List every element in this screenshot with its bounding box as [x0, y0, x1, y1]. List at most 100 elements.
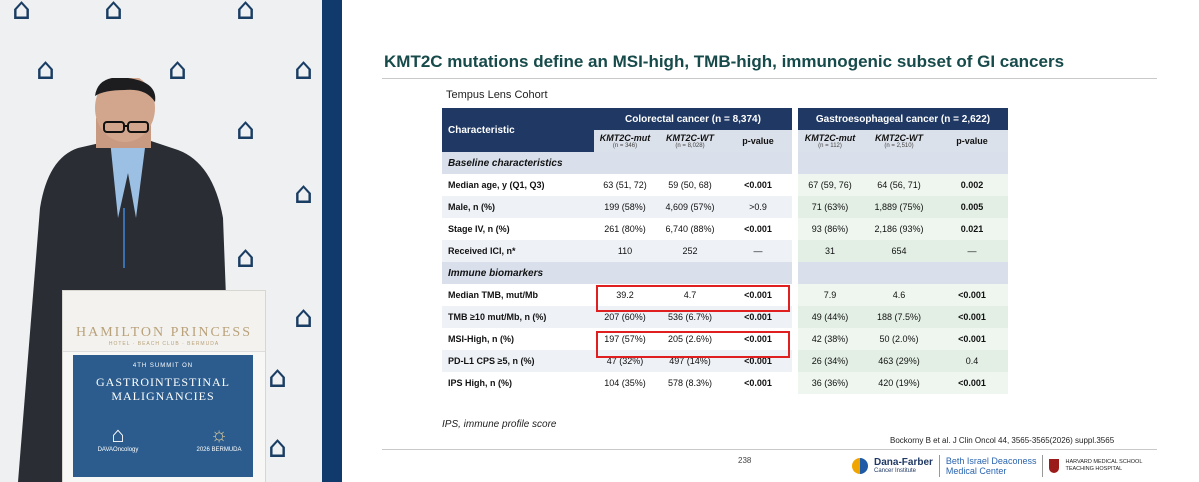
table-cell: 2,186 (93%)	[862, 218, 936, 240]
bermuda-sun-icon: ☼	[209, 424, 229, 446]
characteristic-header: Characteristic	[442, 108, 594, 152]
speaker-video-panel: ⌂ ⌂ ⌂ ⌂ ⌂ ⌂ ⌂ ⌂ ⌂ ⌂ ⌂ ⌂ ⌂ HAMILTON PRINC…	[0, 0, 322, 482]
group-header-colorectal: Colorectal cancer (n = 8,374)	[594, 108, 792, 130]
section-row: Immune biomarkers	[442, 262, 1008, 284]
backdrop-logo-icon: ⌂	[236, 240, 256, 275]
bermuda-logo: ☼ 2026 BERMUDA	[191, 423, 247, 473]
table-cell: 63 (51, 72)	[603, 180, 647, 190]
table-cell: 49 (44%)	[798, 306, 862, 328]
summit-title-line-2: MALIGNANCIES	[111, 389, 215, 403]
title-divider	[382, 78, 1157, 79]
podium: HAMILTON PRINCESS HOTEL · BEACH CLUB · B…	[62, 290, 266, 482]
table-cell: 50 (2.0%)	[862, 328, 936, 350]
p-value-cell: 0.002	[936, 174, 1008, 196]
backdrop-logo-icon: ⌂	[268, 430, 288, 465]
p-value-cell: <0.001	[744, 378, 772, 388]
summit-title-line-1: GASTROINTESTINAL	[96, 375, 230, 389]
table-cell: 199 (58%)	[594, 196, 656, 218]
table-cell: 4,609 (57%)	[656, 196, 724, 218]
backdrop-logo-icon: ⌂	[36, 52, 56, 87]
summit-banner: 4TH SUMMIT ON GASTROINTESTINAL MALIGNANC…	[73, 355, 253, 477]
dava-logo: ⌂ DAVAOncology	[91, 423, 145, 473]
section-label-baseline: Baseline characteristics	[442, 152, 792, 174]
backdrop-logo-icon: ⌂	[236, 0, 256, 27]
table-cell: 59 (50, 68)	[668, 180, 712, 190]
slide-title: KMT2C mutations define an MSI-high, TMB-…	[384, 52, 1065, 71]
p-value-cell: —	[936, 240, 1008, 262]
table-cell: 71 (63%)	[798, 196, 862, 218]
section-row: Baseline characteristics	[442, 152, 1008, 174]
row-label: Median age, y (Q1, Q3)	[448, 180, 545, 190]
highlight-box-msi	[596, 331, 790, 358]
bidmc-logo: Beth Israel Deaconess Medical Center	[945, 456, 1037, 476]
presentation-slide: KMT2C mutations define an MSI-high, TMB-…	[342, 0, 1199, 482]
p-value-cell: <0.001	[744, 224, 772, 234]
table-row: PD-L1 CPS ≥5, n (%) 47 (32%) 497 (14%) <0.0…	[442, 350, 1008, 372]
backdrop-logo-icon: ⌂	[294, 52, 314, 87]
table-row: Received ICI, n* 110 252—31 654—	[442, 240, 1008, 262]
column-header: KMT2C-mut (n = 346)	[594, 130, 656, 152]
footnote: IPS, immune profile score	[442, 419, 557, 430]
table-cell: 110	[594, 240, 656, 262]
table-cell: 197 (57%)	[604, 334, 646, 344]
group-header-gastroesophageal: Gastroesophageal cancer (n = 2,622)	[798, 108, 1008, 130]
backdrop-logo-icon: ⌂	[236, 112, 256, 147]
p-value-cell: <0.001	[936, 328, 1008, 350]
row-label: Male, n (%)	[442, 196, 594, 218]
table-cell: 67 (59, 76)	[798, 174, 862, 196]
table-cell: 47 (32%)	[594, 350, 656, 372]
footer-divider	[382, 449, 1157, 450]
table-row: Male, n (%) 199 (58%) 4,609 (57%) >0.9 71 (6…	[442, 196, 1008, 218]
table-column-header: KMT2C-mut (n = 346) KMT2C-WT (n = 8,028) p…	[442, 130, 1008, 152]
dana-farber-logo-icon	[852, 458, 868, 474]
row-label: IPS High, n (%)	[448, 378, 512, 388]
column-header: p-value	[936, 130, 1008, 152]
dava-logo-label: DAVAOncology	[97, 447, 139, 453]
p-value-cell: <0.001	[936, 372, 1008, 394]
row-label: PD-L1 CPS ≥5, n (%)	[442, 350, 594, 372]
row-label: TMB ≥10 mut/Mb, n (%)	[442, 306, 594, 328]
p-value-cell: <0.001	[936, 284, 1008, 306]
backdrop-logo-icon: ⌂	[168, 52, 188, 87]
table-cell: 64 (56, 71)	[862, 174, 936, 196]
harvard-logo: HARVARD MEDICAL SCHOOL TEACHING HOSPITAL	[1065, 459, 1143, 472]
frame-divider	[322, 0, 342, 482]
p-value-cell: <0.001	[744, 290, 772, 300]
table-cell: 205 (2.6%)	[667, 334, 713, 344]
p-value-cell: <0.001	[744, 180, 772, 190]
table-cell: 4.6	[862, 284, 936, 306]
table-row: MSI-High, n (%) 197 (57%) 205 (2.6%) <0.001…	[442, 328, 1008, 350]
p-value-cell: <0.001	[936, 306, 1008, 328]
row-label: MSI-High, n (%)	[448, 334, 514, 344]
logo-separator	[938, 455, 940, 477]
table-row: IPS High, n (%) 104 (35%) 578 (8.3%) <0.001…	[442, 372, 1008, 394]
table-cell: 1,889 (75%)	[862, 196, 936, 218]
table-row: Stage IV, n (%) 261 (80%) 6,740 (88%) <0.00…	[442, 218, 1008, 240]
table-cell: 420 (19%)	[862, 372, 936, 394]
p-value-cell: 0.005	[936, 196, 1008, 218]
table-row: Median age, y (Q1, Q3) 63 (51, 72) 59 (50,…	[442, 174, 1008, 196]
highlight-box-tmb	[596, 285, 790, 312]
hotel-name: HAMILTON PRINCESS	[76, 325, 252, 340]
cohort-label: Tempus Lens Cohort	[446, 89, 548, 101]
baseline-rows: Median age, y (Q1, Q3) 63 (51, 72) 59 (50,…	[442, 174, 1008, 262]
table-cell: 6,740 (88%)	[665, 224, 715, 234]
logo-separator	[1042, 455, 1044, 477]
column-header: KMT2C-WT (n = 2,510)	[862, 130, 936, 152]
table-cell: 463 (29%)	[862, 350, 936, 372]
table-group-header: Characteristic Colorectal cancer (n = 8,…	[442, 108, 1008, 152]
table-cell: 39.2	[616, 290, 634, 300]
bermuda-logo-label: 2026 BERMUDA	[196, 447, 242, 453]
row-label: Median TMB, mut/Mb	[448, 290, 538, 300]
table-cell: 188 (7.5%)	[862, 306, 936, 328]
backdrop-logo-icon: ⌂	[104, 0, 124, 27]
backdrop-logo-icon: ⌂	[294, 176, 314, 211]
dana-farber-logo: Dana-Farber Cancer Institute	[874, 457, 933, 475]
hotel-subtitle: HOTEL · BEACH CLUB · BERMUDA	[108, 341, 220, 347]
table-cell: 4.7	[683, 290, 697, 300]
table-cell: 36 (36%)	[798, 372, 862, 394]
harvard-shield-icon	[1049, 459, 1060, 473]
table-cell: 497 (14%)	[656, 350, 724, 372]
dava-logo-icon: ⌂	[111, 422, 125, 447]
column-header: KMT2C-WT (n = 8,028)	[656, 130, 724, 152]
